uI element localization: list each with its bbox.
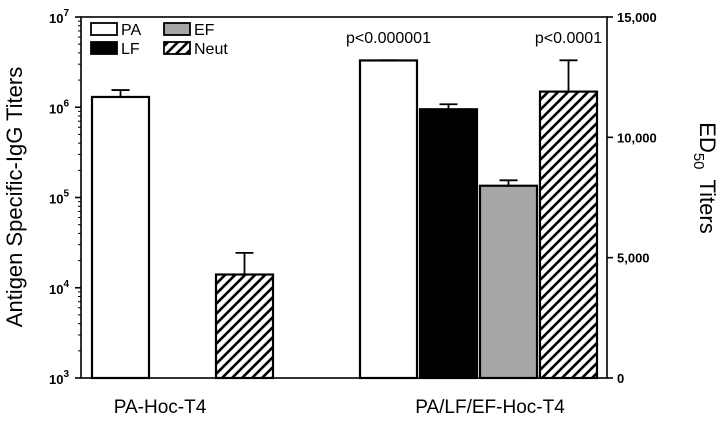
- category-label: PA/LF/EF-Hoc-T4: [415, 397, 565, 418]
- legend-label-neut: Neut: [194, 41, 228, 58]
- p-value-annotation: p<0.0001: [535, 30, 602, 47]
- legend-swatch-neut: [163, 41, 191, 55]
- left-axis-title: Antigen Specific-IgG Titers: [2, 67, 27, 327]
- tick-exponent: 5: [63, 189, 69, 200]
- bar-pa: [90, 95, 151, 380]
- tick-base: 10: [49, 372, 63, 387]
- category-labels: PA-Hoc-T4 PA/LF/EF-Hoc-T4: [114, 397, 565, 418]
- right-axis-title-sub: 50: [690, 153, 707, 170]
- bar-neut: [538, 90, 599, 380]
- left-tick-label: 105: [49, 189, 69, 207]
- bar-ef: [478, 184, 539, 380]
- tick-base: 10: [49, 192, 63, 207]
- legend-swatch-ef: [163, 22, 191, 36]
- left-tick-label: 107: [49, 8, 69, 26]
- legend-swatch-pa: [90, 22, 118, 36]
- right-y-axis: 0 5,000 10,000 15,000: [607, 10, 657, 386]
- tick-exponent: 7: [63, 8, 69, 19]
- right-tick-label: 10,000: [617, 130, 657, 145]
- right-axis-title-main: ED: [695, 122, 720, 153]
- legend-label-pa: PA: [121, 22, 141, 39]
- legend-label-ef: EF: [194, 22, 215, 39]
- category-label: PA-Hoc-T4: [114, 397, 207, 418]
- tick-base: 10: [49, 101, 63, 116]
- left-tick-label: 103: [49, 369, 69, 387]
- bar-pa: [358, 59, 419, 380]
- bar-neut: [214, 273, 275, 380]
- legend: PA LF EF Neut: [90, 22, 228, 58]
- tick-exponent: 6: [63, 98, 69, 109]
- legend-label-lf: LF: [121, 41, 140, 58]
- left-tick-label: 104: [49, 279, 69, 297]
- annotations: p<0.000001 p<0.0001: [346, 30, 602, 47]
- tick-base: 10: [49, 282, 63, 297]
- bar-lf: [418, 108, 479, 380]
- tick-exponent: 4: [63, 279, 69, 290]
- error-bars: [111, 59, 578, 275]
- right-tick-label: 5,000: [617, 251, 650, 266]
- tick-exponent: 3: [63, 369, 69, 380]
- bar-series: [90, 59, 599, 380]
- right-tick-label: 15,000: [617, 10, 657, 25]
- tick-base: 10: [49, 11, 63, 26]
- p-value-annotation: p<0.000001: [346, 30, 431, 47]
- right-axis-title: ED50 Titers: [690, 122, 720, 233]
- left-tick-label: 106: [49, 98, 69, 116]
- right-tick-label: 0: [617, 371, 624, 386]
- legend-swatch-lf: [90, 41, 118, 55]
- right-axis-title-rest: Titers: [695, 180, 720, 234]
